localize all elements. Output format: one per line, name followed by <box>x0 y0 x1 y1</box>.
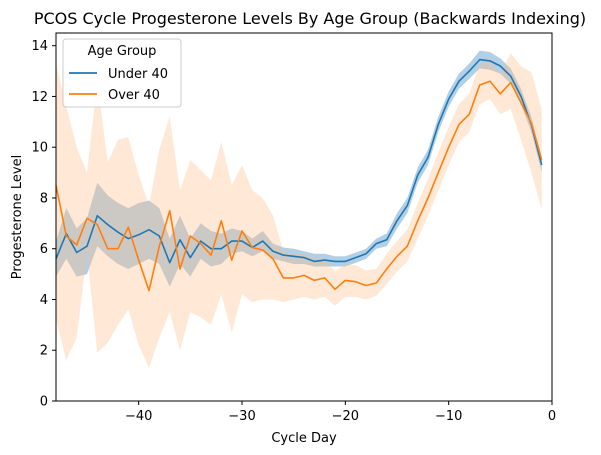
y-tick-label: 4 <box>40 293 48 308</box>
series-lines <box>55 58 543 292</box>
legend-label-over-40: Over 40 <box>108 88 160 103</box>
x-tick-label: −10 <box>435 409 462 424</box>
legend-title: Age Group <box>88 44 157 59</box>
y-tick-label: 0 <box>40 395 48 410</box>
y-tick-label: 14 <box>31 39 48 54</box>
y-axis: 0 2 4 6 8 10 12 14 <box>31 39 56 410</box>
chart-title: PCOS Cycle Progesterone Levels By Age Gr… <box>34 9 586 28</box>
y-tick-label: 8 <box>40 191 48 206</box>
confidence-bands <box>56 50 542 369</box>
x-tick-label: −30 <box>228 409 255 424</box>
band-under-40 <box>56 50 542 287</box>
x-axis-label: Cycle Day <box>271 431 337 446</box>
x-axis: −40 −30 −20 −10 0 <box>125 401 556 424</box>
line-over-40 <box>55 80 543 292</box>
legend-box <box>62 38 182 108</box>
x-tick-label: −20 <box>332 409 359 424</box>
x-tick-label: −40 <box>125 409 152 424</box>
line-under-40 <box>55 58 543 264</box>
legend: Age Group Under 40 Over 40 <box>62 38 182 108</box>
y-tick-label: 6 <box>40 242 48 257</box>
y-tick-label: 12 <box>31 90 48 105</box>
legend-label-under-40: Under 40 <box>108 67 168 82</box>
x-tick-label: 0 <box>548 409 556 424</box>
y-axis-label: Progesterone Level <box>10 155 25 279</box>
plot-frame <box>55 32 553 402</box>
y-tick-label: 2 <box>40 344 48 359</box>
band-over-40 <box>56 53 542 369</box>
y-tick-label: 10 <box>31 141 48 156</box>
